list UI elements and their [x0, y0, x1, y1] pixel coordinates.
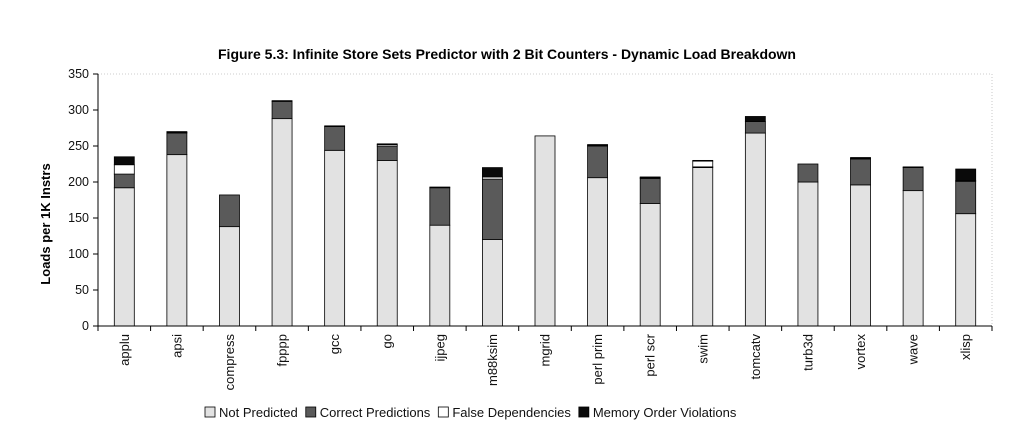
x-tick-label: xlisp: [958, 334, 973, 360]
legend-swatch: [578, 406, 590, 418]
bar-segment: [955, 213, 977, 327]
x-tick-label: apsi: [169, 334, 184, 358]
legend-item: False Dependencies: [437, 405, 571, 420]
bar-segment: [639, 176, 661, 179]
y-tick-label: 200: [68, 175, 89, 189]
bar-segment: [219, 226, 240, 327]
x-axis: applu apsi compress fpppp gcc go ijpeg m88ksim m…: [97, 325, 993, 391]
bar-segment: [955, 180, 977, 215]
bar-segment: [797, 163, 819, 183]
x-tick-label: turb3d: [800, 334, 815, 371]
x-tick-label: gcc: [327, 334, 342, 355]
y-tick-label: 50: [75, 283, 89, 297]
y-tick-label: 300: [68, 103, 89, 117]
bar-segment: [534, 135, 556, 327]
y-axis-label: Loads per 1K Instrs: [38, 163, 53, 284]
bar-segment: [219, 194, 240, 228]
legend-swatch: [305, 406, 317, 418]
x-tick-label: swim: [695, 334, 710, 364]
bar-segment: [902, 166, 924, 169]
x-tick-label: applu: [117, 334, 132, 366]
legend-label: Memory Order Violations: [593, 405, 737, 420]
bar-segment: [850, 157, 871, 159]
x-tick-label: tomcatv: [748, 334, 763, 380]
bar-segment: [166, 132, 188, 156]
x-tick-label: mgrid: [538, 334, 553, 367]
bar-segment: [376, 145, 398, 161]
bar-segment: [692, 160, 714, 168]
x-tick-label: ijpeg: [432, 334, 447, 361]
bar-segment: [482, 167, 503, 178]
bar-segment: [324, 125, 346, 127]
bar-segment: [639, 203, 661, 327]
y-tick-label: 150: [68, 211, 89, 225]
bar-segment: [744, 121, 766, 134]
bar-segment: [902, 167, 924, 192]
bar-segment: [166, 131, 188, 133]
bar-segment: [482, 239, 503, 327]
bar-segment: [324, 126, 346, 151]
y-tick-label: 350: [68, 67, 89, 81]
bar-segment: [587, 145, 608, 179]
bar-segment: [429, 187, 451, 226]
x-tick-label: compress: [222, 334, 237, 391]
bar-segment: [639, 177, 661, 204]
bar-segment: [850, 158, 871, 186]
bar-segment: [376, 143, 398, 145]
x-tick-label: m88ksim: [485, 334, 500, 386]
x-tick-label: perl prim: [590, 334, 605, 385]
bar-segment: [429, 186, 451, 189]
y-axis: 0 50 100 150 200 250 300 350: [68, 67, 99, 333]
legend-swatch: [437, 406, 449, 418]
x-tick-label: wave: [906, 334, 921, 365]
bar-segment: [744, 116, 766, 122]
bar-segment: [271, 100, 293, 120]
bar-segment: [113, 164, 135, 175]
bar-segment: [902, 190, 924, 327]
y-tick-label: 100: [68, 247, 89, 261]
bar-segment: [324, 149, 346, 327]
bar-segment: [692, 159, 714, 162]
bar-segment: [429, 224, 451, 327]
bar-segment: [113, 156, 135, 166]
bar-segment: [744, 132, 766, 327]
legend-swatch: [204, 406, 216, 418]
legend: Not Predicted Correct Predictions False De…: [204, 405, 737, 420]
bar-segment: [271, 100, 293, 102]
bars: [113, 100, 977, 327]
bar-segment: [587, 177, 608, 327]
x-tick-label: fpppp: [275, 334, 290, 367]
bar-segment: [955, 168, 977, 181]
bar-segment: [482, 178, 503, 240]
legend-label: Correct Predictions: [320, 405, 431, 420]
chart-title: Figure 5.3: Infinite Store Sets Predicto…: [218, 46, 796, 62]
legend-label: Not Predicted: [219, 405, 298, 420]
legend-item: Correct Predictions: [305, 405, 431, 420]
bar-segment: [166, 154, 188, 327]
x-tick-label: vortex: [853, 334, 868, 370]
bar-segment: [587, 144, 608, 146]
y-tick-label: 250: [68, 139, 89, 153]
bar-segment: [797, 181, 819, 327]
bar-segment: [692, 167, 714, 327]
bar-segment: [376, 159, 398, 327]
bar-segment: [271, 118, 293, 327]
x-tick-label: perl scr: [643, 333, 658, 376]
bar-segment: [113, 173, 135, 189]
bar-segment: [850, 184, 871, 327]
x-tick-label: go: [380, 334, 395, 348]
legend-label: False Dependencies: [452, 405, 571, 420]
legend-item: Not Predicted: [204, 405, 298, 420]
bar-segment: [113, 187, 135, 327]
y-tick-label: 0: [82, 319, 89, 333]
legend-item: Memory Order Violations: [578, 405, 737, 420]
